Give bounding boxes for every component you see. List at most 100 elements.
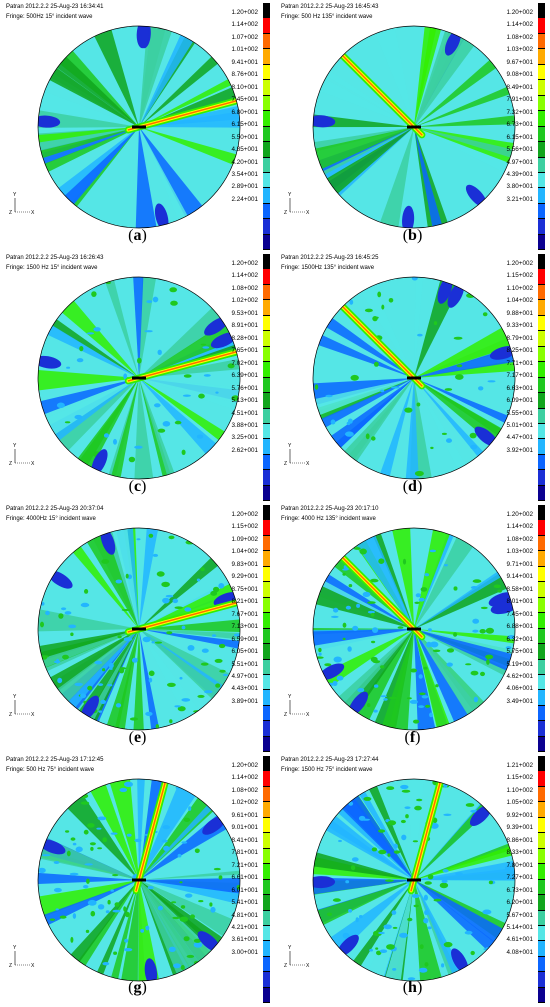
color-scale-swatch [263,566,270,583]
fringe-spot [156,571,165,577]
fringe-spot [154,641,163,644]
fringe-spot [359,548,367,555]
color-scale-swatch [538,566,545,583]
fringe-lobe [76,528,139,629]
coordinate-triad-icon: Y Z X [9,443,35,467]
fringe-lobe [139,127,240,173]
color-scale-swatch [538,597,545,614]
color-scale-swatch [263,535,270,552]
color-scale-value: 9.08+001 [506,71,533,79]
fringe-spot [97,683,104,686]
fringe-spot [352,625,359,631]
color-scale-value: 4.47+001 [506,434,533,442]
fringe-lobe [136,779,146,880]
fringe-spot [98,710,103,713]
fringe-spot [40,655,49,658]
patran-header: Patran 2012.2.2 25-Aug-23 16:45:43 [281,4,379,10]
fringe-lobe [414,127,515,182]
color-scale-value: 6.09+001 [506,397,533,405]
fringe-spot [453,632,458,637]
fringe-spot [87,685,93,691]
fringe-spot [236,884,240,890]
color-scale-value: 6.80+001 [231,108,258,116]
fringe-lobe [367,629,414,730]
color-scale-bar [538,3,545,251]
fringe-spot [378,849,387,855]
fringe-spot [119,667,125,674]
color-scale-value: 5.19+001 [506,660,533,668]
fringe-spot [413,719,420,724]
fringe-spot [86,878,90,884]
fringe-spot [210,906,216,913]
fringe-spot [79,346,84,352]
fringe-spot [49,918,56,921]
fringe-lobe [373,378,414,479]
color-scale-swatch [263,972,270,988]
color-scale-value: 6.61+001 [231,874,258,882]
fringe-lobe [414,378,477,479]
fringe-title: Fringe: 500 Hz 135° incident wave [281,14,373,20]
fringe-spot [70,837,76,841]
fringe-low-patch [48,570,73,589]
fringe-lobe [38,629,139,680]
fringe-spot [126,833,132,837]
color-scale-value: 1.14+002 [506,21,533,29]
domain-boundary [37,527,241,731]
color-scale-swatch [538,454,545,471]
incident-beam [127,348,240,382]
fringe-spot [84,589,89,594]
color-scale-swatch [263,597,270,614]
fringe-spot [64,421,71,424]
fringe-spot [345,880,350,884]
fringe-spot [338,839,342,843]
fringe-lobe [139,69,240,127]
fringe-lobe [38,378,139,465]
fringe-lobe [313,127,414,180]
panel-caption: (h) [402,979,423,996]
color-scale-swatch [538,582,545,598]
fringe-lobe [414,629,515,685]
color-scale-value: 1.04+002 [231,548,258,556]
color-scale-swatch [263,987,270,1004]
color-scale-value: 1.15+002 [231,523,258,531]
fringe-lobe [139,877,240,896]
fringe-spot [162,597,170,604]
fringe-lobe [139,277,160,378]
fringe-spot [444,388,453,391]
fringe-spot [113,951,118,955]
color-scale-value: 1.20+002 [231,762,258,769]
fringe-spot [336,675,344,681]
color-scale-swatch [263,628,270,645]
fringe-lobe [38,629,139,703]
color-scale-value: 1.14+002 [231,272,258,280]
fringe-spot [145,711,153,716]
fringe-lobe [38,307,139,378]
color-scale-swatch [263,315,270,332]
color-scale-swatch [263,674,270,691]
fringe-spot [210,590,218,596]
color-scale-value: 7.65+001 [231,347,258,355]
fringe-spot [152,553,159,557]
fringe-lobe [65,880,139,981]
fringe-spot [418,597,425,602]
fringe-lobe [414,378,515,432]
fringe-spot [347,646,352,652]
fringe-spot [419,944,424,950]
color-scale-swatch [538,393,545,409]
axis-z-label: Z [9,210,12,216]
fringe-spot [342,568,349,571]
color-scale-value: 5.56+001 [506,146,533,154]
fringe-spot [209,902,213,907]
fringe-spot [365,433,370,440]
fringe-spot [181,841,188,844]
fringe-spot [85,929,90,933]
fringe-lobe [54,629,139,724]
color-scale-swatch [538,219,545,235]
fringe-spot [115,703,122,708]
color-scale-swatch [263,817,270,834]
color-scale-value: 1.07+002 [231,33,258,41]
domain-boundary [37,778,241,982]
fringe-spot [131,657,138,663]
fringe-lobe [313,326,414,378]
fringe-spot [57,677,63,684]
